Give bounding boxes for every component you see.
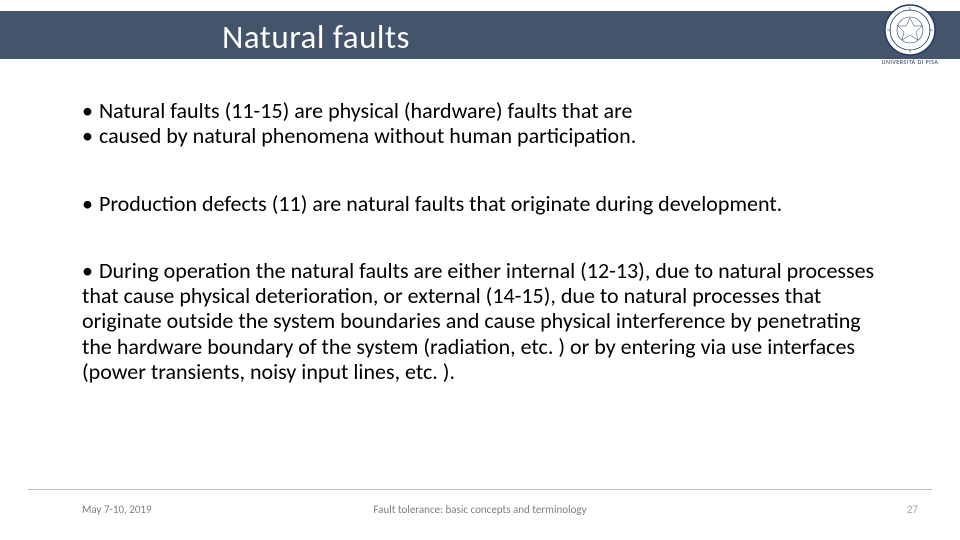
bullet-icon: • [82, 97, 93, 124]
page-number: 27 [907, 503, 918, 516]
slide-root: Natural faults UNIVERSITÀ DI PISA •Natur… [0, 0, 960, 540]
slide-title: Natural faults [222, 17, 410, 57]
bullet-text: During operation the natural faults are … [82, 257, 874, 385]
footer-title: Fault tolerance: basic concepts and term… [0, 503, 960, 516]
bullet-text: caused by natural phenomena without huma… [99, 122, 636, 149]
bullet-line: •Production defects (11) are natural fau… [82, 191, 892, 216]
bullet-icon: • [82, 190, 93, 217]
bullet-icon: • [82, 257, 93, 284]
body-content: •Natural faults (11-15) are physical (ha… [82, 98, 892, 384]
bullet-icon: • [82, 122, 93, 149]
university-logo: UNIVERSITÀ DI PISA [874, 3, 946, 67]
bullet-group-3: •During operation the natural faults are… [82, 258, 892, 384]
logo-caption: UNIVERSITÀ DI PISA [882, 58, 939, 66]
bullet-line: •During operation the natural faults are… [82, 258, 892, 384]
bullet-text: Production defects (11) are natural faul… [99, 190, 782, 217]
bullet-text: Natural faults (11-15) are physical (har… [99, 97, 632, 124]
seal-icon [884, 4, 936, 56]
bullet-line: •Natural faults (11-15) are physical (ha… [82, 98, 892, 123]
title-bar: Natural faults [0, 11, 960, 59]
footer-divider [28, 489, 932, 490]
bullet-group-2: •Production defects (11) are natural fau… [82, 191, 892, 216]
bullet-line: •caused by natural phenomena without hum… [82, 123, 892, 148]
bullet-group-1: •Natural faults (11-15) are physical (ha… [82, 98, 892, 149]
